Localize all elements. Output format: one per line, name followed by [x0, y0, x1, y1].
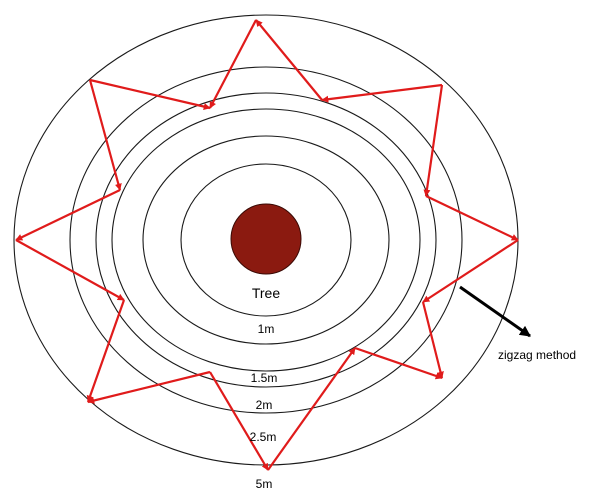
zigzag-arrow [267, 347, 356, 471]
zigzag-arrow [89, 78, 211, 110]
zigzag-arrow [86, 299, 126, 403]
ring-label-2-5m: 2.5m [250, 430, 277, 444]
ring-inner [180, 163, 352, 317]
ring-2-5m [69, 66, 463, 414]
ring-1m [142, 135, 390, 345]
zigzag-arrow [422, 239, 519, 303]
ring-label-5m: 5m [256, 477, 273, 491]
zigzag-arrow [15, 189, 121, 241]
tree-trunk [230, 203, 302, 275]
ring-label-1m: 1m [258, 322, 275, 336]
tree-label: Tree [252, 285, 280, 301]
zigzag-arrow [15, 239, 125, 301]
zigzag-arrow [423, 84, 444, 197]
zigzag-path [15, 19, 519, 471]
zigzag-arrow [255, 19, 323, 101]
zigzag-arrow [421, 301, 444, 379]
ring-2m [95, 92, 437, 388]
zigzag-arrow [425, 195, 519, 241]
zigzag-arrow [209, 371, 269, 471]
ring-label-1-5m: 1.5m [251, 371, 278, 385]
zigzag-arrow [209, 19, 257, 109]
ring-label-2m: 2m [256, 398, 273, 412]
ring-1-5m [111, 108, 421, 372]
zigzag-arrow [87, 370, 211, 404]
method-pointer-arrow [459, 285, 531, 338]
zigzag-arrow [354, 346, 443, 380]
zigzag-arrow [321, 83, 443, 103]
zigzag-arrow [88, 79, 122, 191]
method-label: zigzag method [498, 348, 576, 362]
